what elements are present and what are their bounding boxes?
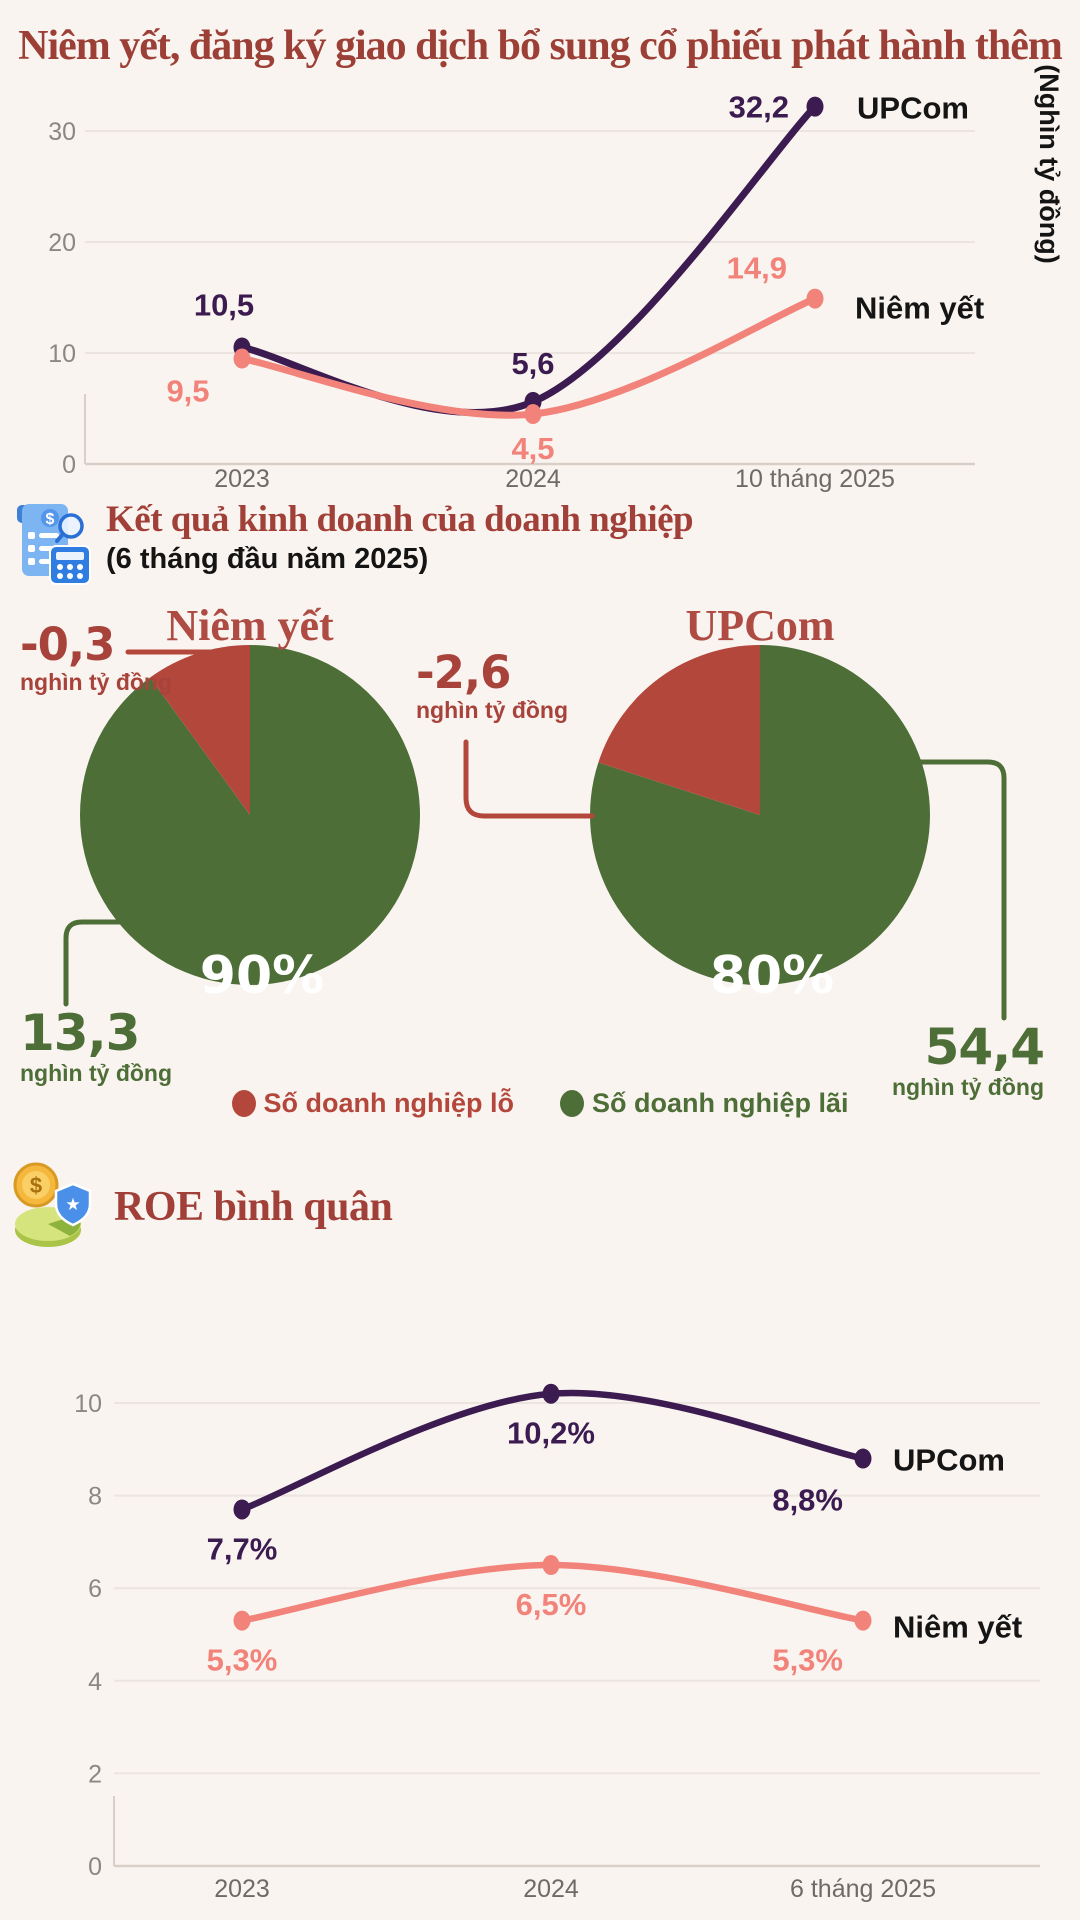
data-label: 32,2 bbox=[729, 90, 789, 125]
y-tick-label: 10 bbox=[74, 1390, 102, 1418]
data-point bbox=[233, 1499, 251, 1520]
data-point bbox=[806, 288, 824, 309]
pie-slice-profit-UPCom bbox=[589, 645, 930, 986]
series-name-label: Niêm yết bbox=[855, 291, 984, 326]
pie-title-upcom: UPCom bbox=[685, 601, 835, 650]
y-tick-label: 10 bbox=[48, 340, 76, 368]
x-tick-label: 2024 bbox=[523, 1875, 579, 1903]
profit-dot-icon bbox=[559, 1090, 584, 1117]
x-tick-label: 6 tháng 2025 bbox=[790, 1875, 936, 1903]
y-tick-label: 0 bbox=[88, 1853, 102, 1881]
data-label: 14,9 bbox=[727, 251, 787, 286]
section-subtitle-period: (6 tháng đầu năm 2025) bbox=[106, 542, 429, 575]
legend-label: Số doanh nghiệp lỗ bbox=[263, 1088, 514, 1118]
x-tick-label: 2023 bbox=[214, 465, 270, 493]
legend-label: Số doanh nghiệp lãi bbox=[591, 1088, 849, 1118]
y-tick-label: 20 bbox=[48, 229, 76, 257]
data-label: 5,3% bbox=[207, 1643, 278, 1678]
data-label: 8,8% bbox=[772, 1483, 843, 1518]
callout-unit: nghìn tỷ đồng bbox=[20, 669, 173, 695]
callout-line-upcom-loss bbox=[463, 739, 595, 819]
series-line-UPCom bbox=[238, 1389, 867, 1513]
data-point bbox=[806, 96, 824, 117]
callout-unit: nghìn tỷ đồng bbox=[416, 697, 569, 723]
callout-line-niemyet-loss bbox=[125, 649, 247, 684]
svg-text:$: $ bbox=[30, 1173, 42, 1198]
data-point bbox=[524, 404, 542, 425]
callout-unit: nghìn tỷ đồng bbox=[20, 1060, 173, 1086]
data-label: 5,3% bbox=[772, 1643, 843, 1678]
data-label: 5,6 bbox=[511, 346, 554, 381]
data-point bbox=[854, 1610, 872, 1631]
data-point bbox=[233, 348, 251, 369]
series-name-label: Niêm yết bbox=[893, 1610, 1022, 1645]
pie-percent-label: 90% bbox=[200, 946, 324, 1006]
y-tick-label: 2 bbox=[88, 1760, 102, 1788]
callout-upcom-profit: 54,4 nghìn tỷ đồng bbox=[872, 1018, 1045, 1100]
pie-legend: Số doanh nghiệp lỗ Số doanh nghiệp lãi bbox=[0, 1088, 1080, 1119]
callout-value: -0,3 bbox=[20, 618, 115, 671]
data-label: 6,5% bbox=[516, 1587, 587, 1622]
data-point bbox=[854, 1448, 872, 1469]
callout-niemyet-profit: 13,3 nghìn tỷ đồng bbox=[20, 1008, 172, 1085]
data-point bbox=[542, 1383, 560, 1404]
callout-line-niemyet-profit bbox=[63, 919, 125, 1007]
data-label: 10,5 bbox=[194, 287, 254, 322]
data-label: 7,7% bbox=[207, 1531, 278, 1566]
data-label: 4,5 bbox=[511, 431, 554, 466]
callout-unit: nghìn tỷ đồng bbox=[891, 1074, 1044, 1100]
business-results-header: $ Kết quả kinh doanh của doanh nghiệp (6 bbox=[14, 499, 694, 593]
callout-value: 13,3 bbox=[20, 1004, 140, 1062]
x-tick-label: 2023 bbox=[214, 1875, 270, 1903]
x-tick-label: 2024 bbox=[505, 465, 561, 493]
y-tick-label: 6 bbox=[88, 1575, 102, 1603]
y-tick-label: 0 bbox=[62, 451, 76, 479]
pie-slice-loss-UPCom bbox=[598, 645, 760, 815]
callout-line-upcom-profit bbox=[915, 759, 1007, 1021]
pie-title-niem-yet: Niêm yết bbox=[166, 601, 334, 650]
callout-value: -2,6 bbox=[416, 646, 511, 699]
legend-item-profit: Số doanh nghiệp lãi bbox=[559, 1088, 849, 1119]
section-title-business-results: Kết quả kinh doanh của doanh nghiệp bbox=[106, 499, 694, 540]
callout-value: 54,4 bbox=[924, 1018, 1045, 1076]
page-title: Niêm yết, đăng ký giao dịch bổ sung cổ p… bbox=[18, 23, 1063, 69]
y-tick-label: 4 bbox=[88, 1668, 102, 1696]
callout-upcom-loss: -2,6 nghìn tỷ đồng bbox=[416, 650, 568, 722]
data-label: 10,2% bbox=[507, 1416, 595, 1451]
legend-item-loss: Số doanh nghiệp lỗ bbox=[231, 1088, 514, 1119]
pie-slice-profit-Niêm yết bbox=[79, 645, 420, 986]
series-name-label: UPCom bbox=[893, 1443, 1005, 1478]
roe-header: $ ★ ROE bình quân bbox=[10, 1158, 393, 1257]
pie-percent-label: 80% bbox=[710, 946, 834, 1006]
section-title-roe: ROE bình quân bbox=[114, 1184, 393, 1230]
y-tick-label: 8 bbox=[88, 1483, 102, 1511]
data-label: 9,5 bbox=[166, 374, 209, 409]
loss-dot-icon bbox=[231, 1090, 256, 1117]
data-point bbox=[542, 1555, 560, 1576]
y-tick-label: 30 bbox=[48, 118, 76, 146]
callout-niemyet-loss: -0,3 nghìn tỷ đồng bbox=[20, 622, 172, 694]
y-axis-unit-label: (Nghìn tỷ đồng) bbox=[1034, 64, 1064, 264]
data-point bbox=[233, 1610, 251, 1631]
pie-slice-loss-Niêm yết bbox=[150, 645, 250, 815]
x-tick-label: 10 tháng 2025 bbox=[735, 465, 895, 493]
series-name-label: UPCom bbox=[857, 91, 969, 126]
svg-text:$: $ bbox=[46, 511, 55, 528]
svg-text:★: ★ bbox=[65, 1195, 80, 1214]
calculator-receipt-icon: $ bbox=[14, 500, 94, 593]
coin-shield-pie-icon: $ ★ bbox=[10, 1158, 102, 1257]
